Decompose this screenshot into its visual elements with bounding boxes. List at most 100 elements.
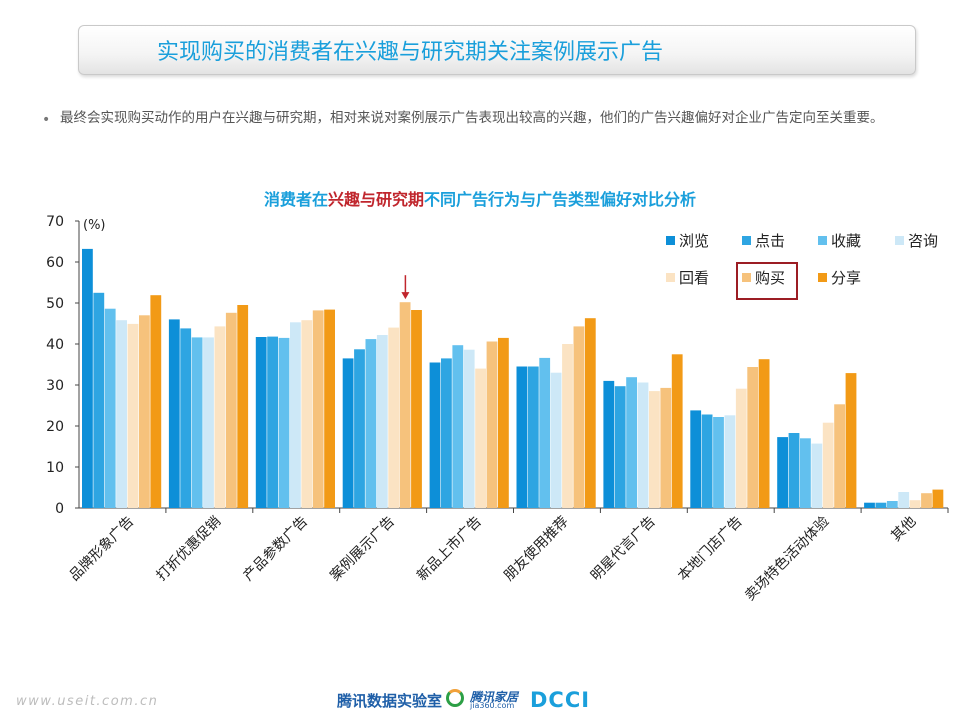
x-tick-label: 产品参数广告 [240,513,311,584]
bar-5-6 [584,318,596,508]
bar-8-2 [800,438,811,508]
bar-7-5 [747,367,759,508]
bar-2-1 [267,336,278,508]
x-tick-label: 明星代言广告 [588,514,659,585]
bar-6-5 [660,387,672,508]
bar-7-3 [724,415,736,508]
partner-logo-icon [446,689,464,707]
legend-swatch [742,236,751,245]
legend-label: 收藏 [831,232,861,250]
bar-3-1 [354,349,365,508]
legend-label: 购买 [755,269,785,287]
bar-2-5 [312,310,324,508]
bar-0-0 [82,248,93,508]
bar-6-4 [649,391,660,508]
x-tick-label: 案例展示广告 [327,513,398,584]
dcci-logo: DCCI [530,688,591,712]
y-tick-label: 60 [46,255,64,271]
x-tick-label: 品牌形象广告 [66,513,137,584]
bar-8-0 [777,437,788,508]
bar-2-2 [278,337,290,508]
bar-1-5 [225,312,237,508]
legend-label: 浏览 [679,232,709,250]
legend-label: 点击 [755,232,785,250]
bar-9-0 [864,502,875,508]
x-tick-label: 卖场特色活动体验 [741,513,832,604]
partner-logo-domain: jia360.com [470,701,515,710]
bar-0-1 [93,292,105,509]
y-tick-label: 30 [46,378,64,394]
bar-5-5 [573,326,585,508]
bar-0-2 [104,308,116,508]
chart-title-part2: 兴趣与研究期 [327,190,424,209]
bar-3-0 [342,358,354,508]
bar-1-6 [237,305,249,508]
bar-7-2 [713,417,724,508]
bar-0-5 [139,315,150,508]
partner-logo-name: 腾讯家居 [470,690,519,704]
bar-8-3 [811,443,823,508]
legend-highlight-box [736,262,798,300]
bar-9-2 [886,501,898,508]
bar-9-3 [898,492,910,508]
bar-4-2 [452,345,464,508]
bar-6-2 [626,377,637,508]
legend-swatch [818,236,827,245]
bar-8-1 [788,433,800,508]
bar-7-6 [758,359,770,508]
legend-swatch [742,273,751,282]
title-bar: 实现购买的消费者在兴趣与研究期关注案例展示广告 [78,25,916,75]
highlight-arrow-head [401,292,410,300]
bar-3-6 [411,310,422,508]
page-title: 实现购买的消费者在兴趣与研究期关注案例展示广告 [157,40,664,65]
bullet-marker: • [42,112,51,128]
x-tick-label: 朋友使用推荐 [500,513,571,584]
bar-2-0 [255,337,267,508]
bar-2-4 [301,320,313,508]
y-tick-label: 0 [55,501,64,517]
bar-9-4 [909,500,921,508]
bar-2-3 [290,322,301,508]
bar-8-5 [834,404,845,508]
bar-4-6 [498,337,509,508]
chart-title: 消费者在兴趣与研究期不同广告行为与广告类型偏好对比分析 [0,186,960,210]
bar-9-5 [921,493,932,508]
legend-label: 咨询 [908,232,938,250]
bar-7-0 [690,410,702,508]
bar-3-3 [376,335,388,508]
y-tick-label: 20 [46,419,64,435]
y-tick-label: 50 [46,296,64,312]
bar-4-4 [475,368,486,508]
bar-7-4 [735,388,747,508]
x-tick-label: 新品上市广告 [413,513,484,584]
y-tick-label: 40 [46,337,64,353]
bar-0-3 [116,320,127,508]
x-tick-label: 其他 [888,514,919,545]
bar-4-0 [429,362,441,508]
x-tick-label: 本地门店广告 [675,514,746,585]
bar-9-6 [932,489,944,508]
y-unit-label: (%) [83,218,106,233]
bar-0-4 [127,323,139,508]
bar-0-6 [150,295,162,508]
bar-4-3 [463,349,475,508]
bar-3-5 [399,302,411,508]
bar-5-2 [539,357,551,508]
bar-1-4 [214,326,226,508]
y-tick-label: 10 [46,460,64,476]
legend-swatch [666,236,675,245]
bar-1-1 [180,328,192,508]
bar-7-1 [701,414,713,508]
bar-5-0 [516,366,528,508]
bar-4-1 [441,358,452,508]
bar-5-1 [527,366,539,508]
legend-swatch [818,273,827,282]
bar-8-4 [822,422,834,508]
bar-5-3 [550,372,562,508]
footer-url[interactable]: www.useit.com.cn [16,694,159,709]
footer-lab-logo: 腾讯数据实验室 [337,692,443,710]
legend-swatch [666,273,675,282]
bar-1-0 [168,319,180,508]
chart-title-part1: 消费者在 [263,190,328,209]
